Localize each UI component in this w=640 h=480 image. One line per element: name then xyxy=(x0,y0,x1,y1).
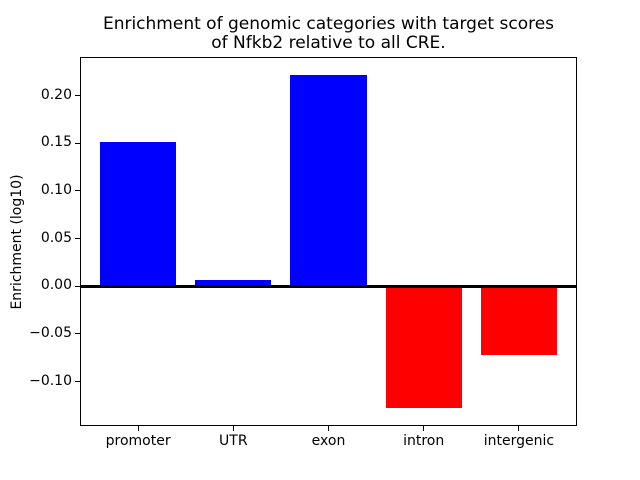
y-tick-mark xyxy=(75,285,80,287)
y-tick-mark xyxy=(75,381,80,383)
chart-title: Enrichment of genomic categories with ta… xyxy=(80,15,577,53)
y-tick-mark xyxy=(75,95,80,97)
y-tick-mark xyxy=(75,142,80,144)
x-tick-mark xyxy=(232,426,234,431)
plot-area xyxy=(80,57,577,426)
y-tick-mark xyxy=(75,238,80,240)
x-tick-mark xyxy=(328,426,329,431)
y-tick-label: 0.15 xyxy=(40,134,72,151)
y-tick-label: 0.10 xyxy=(40,181,72,198)
x-tick-mark xyxy=(423,426,425,431)
bar-promoter xyxy=(100,142,177,287)
x-tick-label-promoter: promoter xyxy=(105,433,171,449)
y-tick-label: 0.00 xyxy=(40,277,72,294)
zero-axis-line xyxy=(81,284,576,288)
bar-intron xyxy=(385,286,462,409)
bar-exon xyxy=(290,74,367,287)
y-tick-mark xyxy=(75,190,80,192)
x-tick-label-intron: intron xyxy=(403,433,445,449)
y-tick-mark xyxy=(75,333,80,335)
bar-UTR xyxy=(195,279,272,287)
bar-intergenic xyxy=(480,286,557,355)
x-tick-mark xyxy=(518,426,520,431)
y-tick-label: 0.20 xyxy=(40,86,72,103)
x-tick-label-UTR: UTR xyxy=(219,433,248,449)
chart-title-line-2: of Nfkb2 relative to all CRE. xyxy=(211,33,446,53)
y-tick-label: −0.10 xyxy=(29,372,72,389)
x-tick-label-exon: exon xyxy=(311,433,346,449)
y-tick-label: 0.05 xyxy=(40,229,72,246)
y-tick-label: −0.05 xyxy=(29,324,72,341)
x-tick-mark xyxy=(137,426,139,431)
chart-title-line-1: Enrichment of genomic categories with ta… xyxy=(102,14,555,34)
x-tick-label-intergenic: intergenic xyxy=(483,433,555,449)
